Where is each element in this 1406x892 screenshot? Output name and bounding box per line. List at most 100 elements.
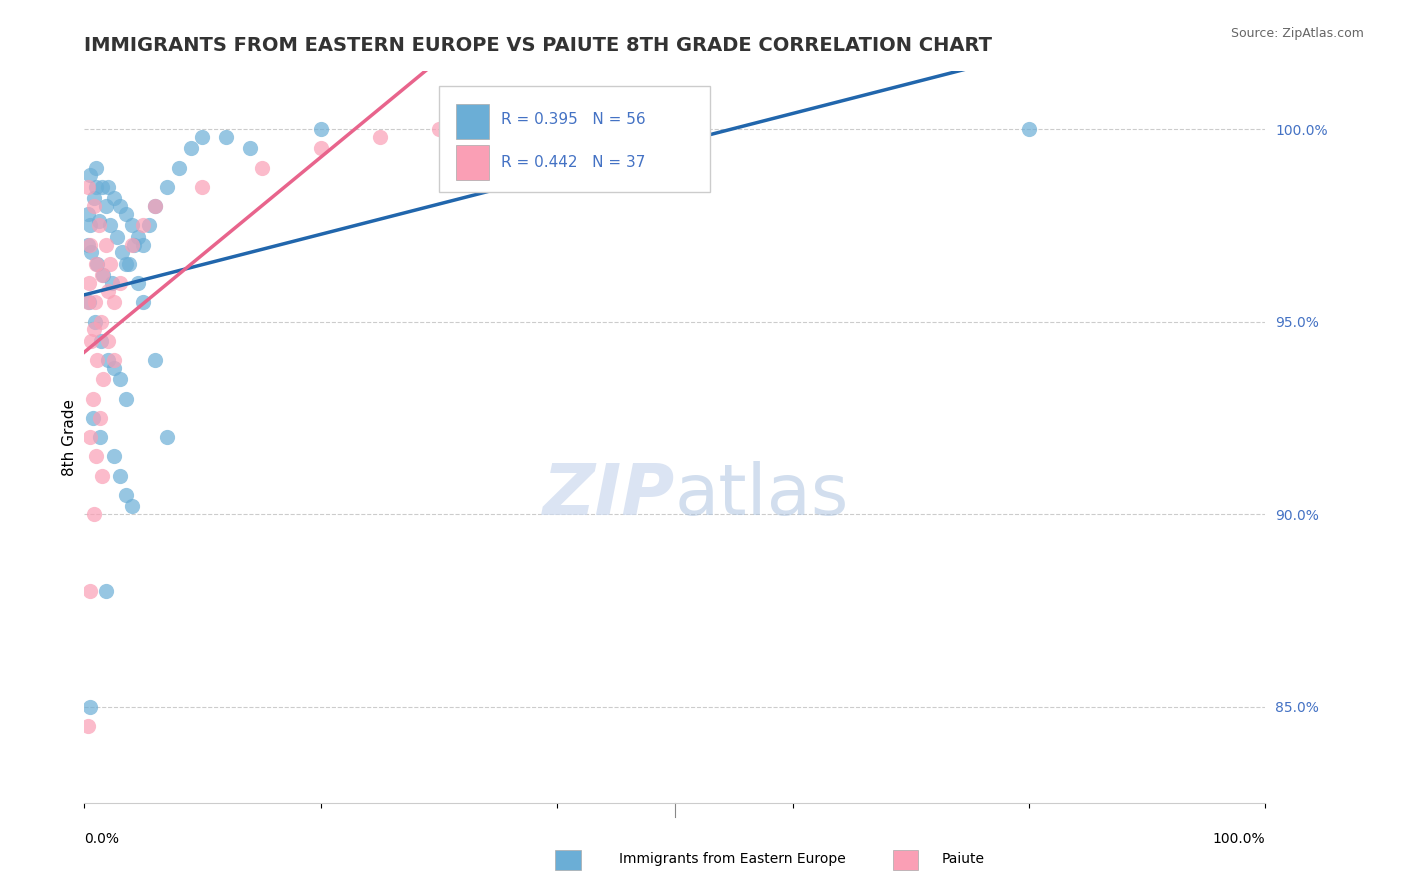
Text: atlas: atlas <box>675 461 849 530</box>
Point <box>156 430 179 444</box>
Point <box>114 257 136 271</box>
Point <box>77 276 100 290</box>
Point <box>77 295 100 310</box>
Point <box>97 179 120 194</box>
Point <box>98 257 121 271</box>
Point <box>79 430 101 444</box>
Point <box>368 129 391 144</box>
Point <box>191 179 214 194</box>
Point <box>91 468 114 483</box>
Point <box>427 122 450 136</box>
Point <box>83 199 105 213</box>
Point <box>167 161 190 175</box>
Point <box>118 257 141 271</box>
Point <box>132 237 155 252</box>
Point <box>103 191 125 205</box>
Point <box>143 199 166 213</box>
Point <box>215 129 238 144</box>
Point <box>143 199 166 213</box>
Point <box>89 410 111 425</box>
Point <box>80 334 103 348</box>
Point <box>77 719 100 733</box>
Point <box>309 141 332 155</box>
Point <box>82 410 104 425</box>
Point <box>79 169 101 183</box>
Point <box>127 230 149 244</box>
Point <box>138 219 160 233</box>
FancyBboxPatch shape <box>439 86 710 192</box>
Point <box>100 276 122 290</box>
Point <box>121 237 143 252</box>
Point <box>156 179 179 194</box>
Point <box>79 237 101 252</box>
Point <box>84 295 107 310</box>
Point <box>82 392 104 406</box>
Point <box>122 237 145 252</box>
Point <box>94 237 117 252</box>
Point <box>108 468 131 483</box>
Point <box>108 199 131 213</box>
Point <box>90 334 112 348</box>
Point <box>84 450 107 464</box>
Point <box>80 245 103 260</box>
Point <box>77 207 100 221</box>
Point <box>91 179 114 194</box>
Text: Immigrants from Eastern Europe: Immigrants from Eastern Europe <box>619 853 845 866</box>
Bar <box>893 850 918 870</box>
Point <box>83 322 105 336</box>
Point <box>90 315 112 329</box>
Text: 0.0%: 0.0% <box>84 832 120 846</box>
Point <box>77 237 100 252</box>
Point <box>87 214 110 228</box>
Text: ZIP: ZIP <box>543 461 675 530</box>
Point <box>114 392 136 406</box>
Bar <box>555 850 581 870</box>
Point <box>94 584 117 599</box>
Point <box>191 129 214 144</box>
Text: R = 0.442   N = 37: R = 0.442 N = 37 <box>502 154 645 169</box>
Point <box>84 179 107 194</box>
Point <box>132 219 155 233</box>
Point <box>84 257 107 271</box>
Point <box>86 353 108 368</box>
Point <box>121 500 143 514</box>
Text: 100.0%: 100.0% <box>1213 832 1265 846</box>
Point <box>239 141 262 155</box>
Point <box>84 161 107 175</box>
Point <box>77 179 100 194</box>
Point <box>97 284 120 298</box>
Point <box>103 353 125 368</box>
Text: R = 0.395   N = 56: R = 0.395 N = 56 <box>502 112 645 128</box>
Point <box>91 268 114 283</box>
Point <box>94 199 117 213</box>
Point <box>83 507 105 521</box>
Point <box>84 315 107 329</box>
Text: Source: ZipAtlas.com: Source: ZipAtlas.com <box>1230 27 1364 40</box>
Point <box>86 257 108 271</box>
Y-axis label: 8th Grade: 8th Grade <box>62 399 77 475</box>
Point <box>103 360 125 375</box>
Point <box>250 161 273 175</box>
Point <box>103 295 125 310</box>
Point <box>79 699 101 714</box>
Point <box>127 276 149 290</box>
Point <box>114 488 136 502</box>
Text: IMMIGRANTS FROM EASTERN EUROPE VS PAIUTE 8TH GRADE CORRELATION CHART: IMMIGRANTS FROM EASTERN EUROPE VS PAIUTE… <box>84 36 993 54</box>
Point <box>114 207 136 221</box>
Point <box>97 353 120 368</box>
Point <box>87 219 110 233</box>
Point <box>91 372 114 386</box>
Point <box>121 219 143 233</box>
Point <box>107 230 129 244</box>
Point <box>180 141 202 155</box>
Point <box>143 353 166 368</box>
Point <box>97 334 120 348</box>
Point <box>111 245 134 260</box>
Point <box>79 219 101 233</box>
Point <box>1018 122 1040 136</box>
Point <box>79 584 101 599</box>
Bar <box>457 145 489 179</box>
Bar <box>457 103 489 138</box>
Point <box>103 450 125 464</box>
Point <box>309 122 332 136</box>
